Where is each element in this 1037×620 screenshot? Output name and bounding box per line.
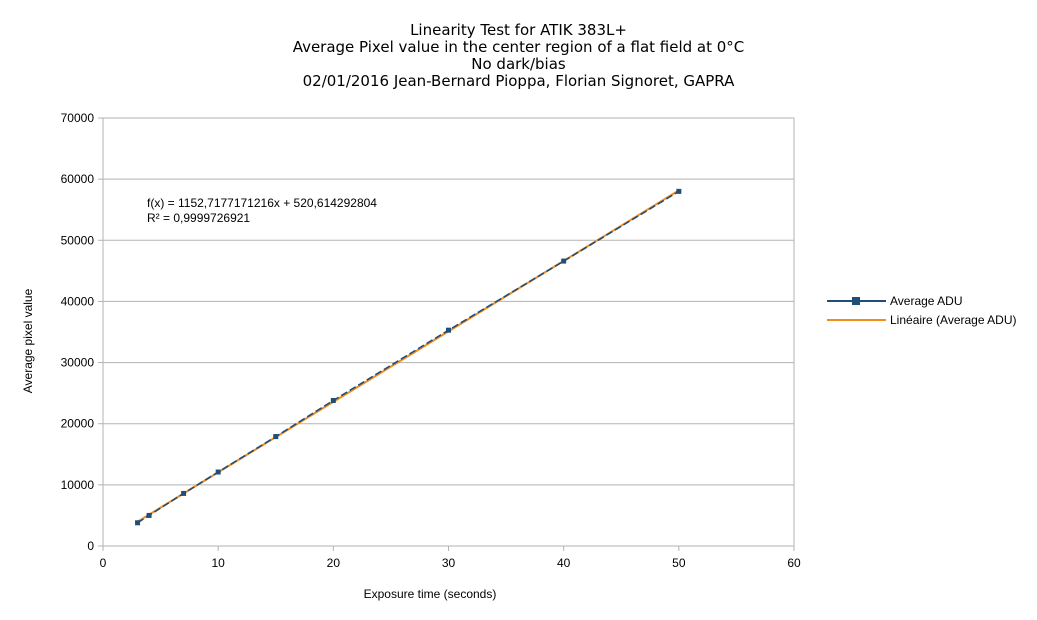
legend-label-average-adu: Average ADU xyxy=(890,294,963,308)
chart-title-line-4: 02/01/2016 Jean-Bernard Pioppa, Florian … xyxy=(302,72,735,90)
tick-label-x-20: 20 xyxy=(327,556,341,570)
data-point-30s xyxy=(446,327,451,333)
legend: Average ADU Linéaire (Average ADU) xyxy=(827,294,1017,327)
data-point-50s xyxy=(676,188,682,194)
y-axis-title: Average pixel value xyxy=(21,288,35,393)
tick-label-x-50: 50 xyxy=(672,556,686,570)
chart-title: Linearity Test for ATIK 383L+ Average Pi… xyxy=(0,22,1037,90)
tick-label-y-30000: 30000 xyxy=(61,356,95,370)
tick-label-y-10000: 10000 xyxy=(61,478,95,492)
data-point-3s xyxy=(135,520,141,526)
tick-label-y-50000: 50000 xyxy=(61,233,95,247)
tick-label-x-0: 0 xyxy=(100,556,107,570)
trendline-equation: f(x) = 1152,7177171216x + 520,614292804 xyxy=(147,196,377,210)
series-layer xyxy=(135,188,682,526)
data-point-40s xyxy=(561,258,567,264)
tick-label-x-10: 10 xyxy=(211,556,225,570)
trendline-r2: R² = 0,9999726921 xyxy=(147,211,250,225)
data-point-7s xyxy=(181,490,187,496)
legend-item-average-adu: Average ADU xyxy=(827,294,963,308)
chart-title-line-2: Average Pixel value in the center region… xyxy=(292,38,745,56)
tick-label-y-20000: 20000 xyxy=(61,417,95,431)
legend-swatch-marker-average-adu xyxy=(852,297,860,305)
data-point-20s xyxy=(330,397,336,403)
axis-ticks: 0 10000 20000 30000 40000 50000 60000 70000 0 10 2… xyxy=(61,111,801,570)
data-point-10s xyxy=(215,469,221,475)
legend-item-trendline: Linéaire (Average ADU) xyxy=(827,313,1017,327)
legend-label-trendline: Linéaire (Average ADU) xyxy=(890,313,1017,327)
data-point-4s xyxy=(146,512,152,518)
x-axis-title: Exposure time (seconds) xyxy=(364,587,497,601)
tick-label-x-30: 30 xyxy=(442,556,456,570)
tick-label-y-0: 0 xyxy=(87,539,94,553)
tick-label-y-70000: 70000 xyxy=(61,111,95,125)
data-point-15s xyxy=(273,434,279,440)
tick-label-x-40: 40 xyxy=(557,556,571,570)
chart-title-line-3: No dark/bias xyxy=(471,55,566,73)
tick-label-x-60: 60 xyxy=(787,556,801,570)
tick-label-y-40000: 40000 xyxy=(61,294,95,308)
chart-title-line-1: Linearity Test for ATIK 383L+ xyxy=(410,21,627,39)
tick-label-y-60000: 60000 xyxy=(61,172,95,186)
